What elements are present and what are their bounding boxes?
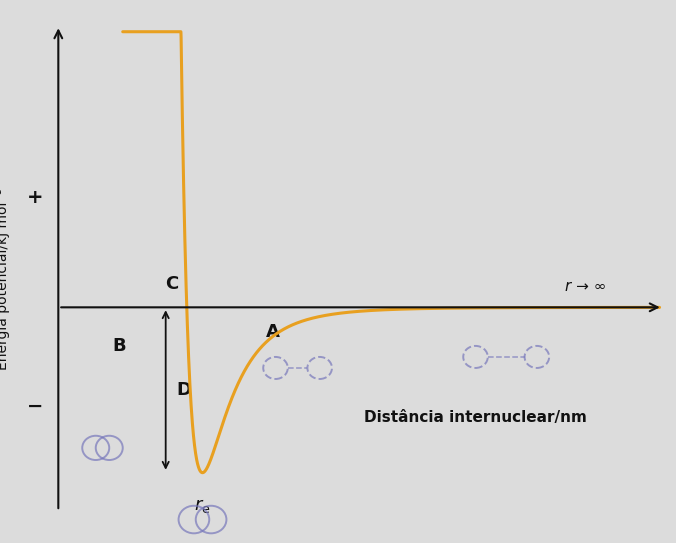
Text: D: D — [176, 381, 191, 399]
Text: r → ∞: r → ∞ — [565, 279, 606, 294]
Text: Energia potencial/kJ mol⁻¹: Energia potencial/kJ mol⁻¹ — [0, 189, 10, 370]
Text: −: − — [27, 397, 43, 416]
Text: Distância internuclear/nm: Distância internuclear/nm — [364, 410, 587, 425]
Text: C: C — [165, 275, 178, 293]
Text: A: A — [266, 323, 280, 341]
Text: $r_{\mathrm{e}}$: $r_{\mathrm{e}}$ — [194, 497, 211, 515]
Text: +: + — [27, 187, 43, 206]
Text: B: B — [113, 337, 126, 355]
